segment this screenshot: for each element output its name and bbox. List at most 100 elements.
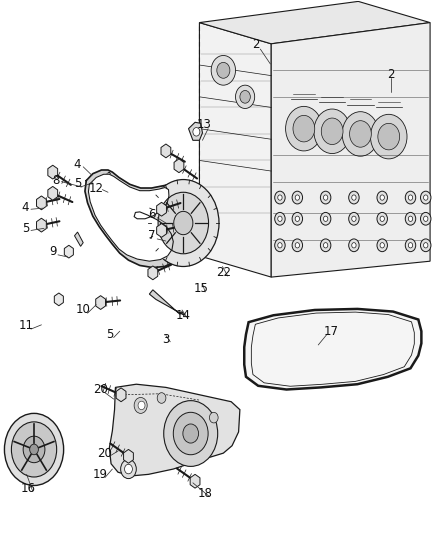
Text: 6: 6 (148, 208, 155, 221)
Text: 5: 5 (21, 222, 29, 235)
Circle shape (293, 115, 315, 142)
Polygon shape (271, 22, 430, 277)
Circle shape (323, 216, 328, 221)
Circle shape (378, 123, 399, 150)
Polygon shape (174, 159, 184, 173)
Circle shape (236, 85, 254, 109)
Circle shape (420, 191, 431, 204)
Circle shape (408, 243, 413, 248)
Polygon shape (64, 245, 74, 258)
Polygon shape (88, 174, 173, 261)
Circle shape (420, 239, 431, 252)
Text: 2: 2 (252, 38, 260, 51)
Circle shape (217, 62, 230, 78)
Polygon shape (48, 165, 58, 179)
Circle shape (295, 243, 300, 248)
Polygon shape (190, 474, 200, 488)
Circle shape (321, 191, 331, 204)
Circle shape (321, 118, 343, 144)
Circle shape (292, 191, 303, 204)
Circle shape (405, 213, 416, 225)
Circle shape (292, 239, 303, 252)
Text: 13: 13 (196, 118, 211, 131)
Circle shape (350, 120, 371, 147)
Text: 12: 12 (89, 182, 104, 195)
Circle shape (295, 216, 300, 221)
Circle shape (193, 127, 200, 136)
Circle shape (173, 413, 208, 455)
Circle shape (377, 191, 388, 204)
Circle shape (405, 191, 416, 204)
Text: 10: 10 (76, 303, 91, 317)
Polygon shape (124, 449, 134, 463)
Polygon shape (96, 296, 106, 310)
Circle shape (275, 213, 285, 225)
Circle shape (352, 216, 356, 221)
Text: 5: 5 (74, 177, 81, 190)
Text: 2: 2 (387, 68, 395, 81)
Circle shape (424, 195, 428, 200)
Text: 5: 5 (106, 328, 113, 341)
Polygon shape (85, 170, 179, 268)
Text: 11: 11 (19, 319, 34, 333)
Circle shape (278, 216, 282, 221)
Text: 20: 20 (98, 447, 113, 459)
Circle shape (275, 239, 285, 252)
Circle shape (380, 216, 385, 221)
Circle shape (4, 414, 64, 486)
Text: 4: 4 (21, 200, 29, 214)
Polygon shape (199, 2, 430, 44)
Circle shape (124, 464, 132, 474)
Text: 4: 4 (74, 158, 81, 171)
Circle shape (321, 213, 331, 225)
Circle shape (158, 192, 208, 254)
Text: 7: 7 (148, 229, 155, 242)
Circle shape (323, 195, 328, 200)
Circle shape (138, 401, 145, 410)
Circle shape (420, 213, 431, 225)
Circle shape (377, 239, 388, 252)
Circle shape (23, 436, 45, 463)
Circle shape (349, 191, 359, 204)
Polygon shape (157, 203, 166, 216)
Circle shape (164, 401, 218, 466)
Circle shape (314, 109, 350, 154)
Polygon shape (48, 187, 58, 200)
Polygon shape (104, 172, 113, 193)
Polygon shape (199, 22, 271, 277)
Polygon shape (244, 309, 421, 390)
Polygon shape (74, 232, 83, 246)
Polygon shape (116, 388, 126, 402)
Circle shape (380, 195, 385, 200)
Circle shape (292, 213, 303, 225)
Circle shape (371, 114, 407, 159)
Text: 18: 18 (198, 487, 212, 500)
Text: 22: 22 (216, 266, 231, 279)
Text: 19: 19 (93, 468, 108, 481)
Circle shape (352, 243, 356, 248)
Circle shape (349, 239, 359, 252)
Circle shape (174, 212, 193, 235)
Text: 9: 9 (49, 245, 57, 258)
Text: 16: 16 (21, 482, 36, 495)
Text: 17: 17 (324, 325, 339, 338)
Polygon shape (110, 384, 240, 476)
Polygon shape (161, 144, 171, 158)
Circle shape (349, 213, 359, 225)
Circle shape (286, 107, 322, 151)
Circle shape (405, 239, 416, 252)
Circle shape (424, 216, 428, 221)
Circle shape (157, 393, 166, 403)
Polygon shape (157, 223, 166, 237)
Circle shape (209, 413, 218, 423)
Polygon shape (36, 218, 46, 232)
Circle shape (240, 91, 251, 103)
Circle shape (278, 195, 282, 200)
Circle shape (424, 243, 428, 248)
Circle shape (148, 180, 219, 266)
Text: 3: 3 (162, 333, 170, 346)
Text: 15: 15 (193, 282, 208, 295)
Circle shape (211, 55, 236, 85)
Circle shape (30, 444, 39, 455)
Text: 14: 14 (176, 309, 191, 322)
